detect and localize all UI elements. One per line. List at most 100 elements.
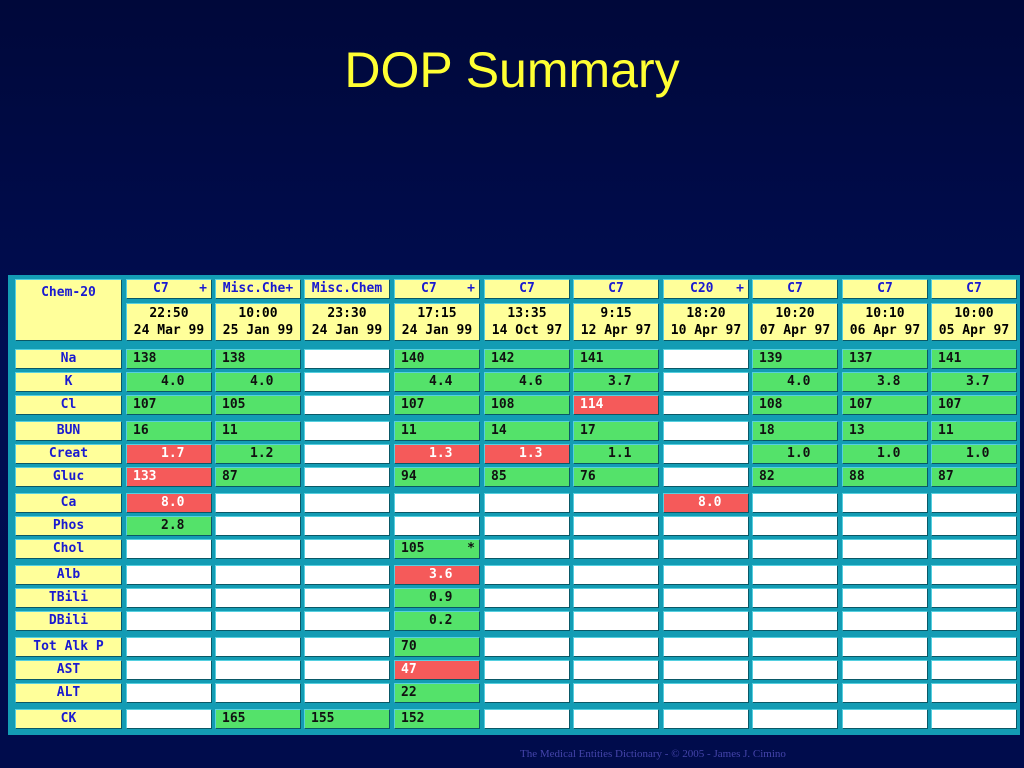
test-label-chol[interactable]: Chol	[15, 539, 122, 559]
result-cell-normal[interactable]: 4.0	[752, 372, 838, 392]
test-label-tbili[interactable]: TBili	[15, 588, 122, 608]
test-label-gluc[interactable]: Gluc	[15, 467, 122, 487]
test-label-ast[interactable]: AST	[15, 660, 122, 680]
test-label-na[interactable]: Na	[15, 349, 122, 369]
result-cell-normal[interactable]: 141	[931, 349, 1017, 369]
result-cell-normal[interactable]: 0.9	[394, 588, 480, 608]
result-cell-normal[interactable]: 2.8	[126, 516, 212, 536]
column-header-name[interactable]: C20 +	[663, 279, 749, 299]
column-header-name[interactable]: C7	[931, 279, 1017, 299]
expand-plus-icon[interactable]: +	[199, 281, 207, 296]
result-cell-normal[interactable]: 107	[842, 395, 928, 415]
result-cell-normal[interactable]: 17	[573, 421, 659, 441]
result-cell-normal[interactable]: 4.0	[215, 372, 301, 392]
result-cell-normal[interactable]: 4.6	[484, 372, 570, 392]
result-cell-normal[interactable]: 87	[215, 467, 301, 487]
column-time: 10:00	[954, 306, 994, 321]
test-label-ca[interactable]: Ca	[15, 493, 122, 513]
result-cell-normal[interactable]: 139	[752, 349, 838, 369]
result-cell-abnormal[interactable]: 114	[573, 395, 659, 415]
result-cell-normal[interactable]: 105 *	[394, 539, 480, 559]
result-cell-normal[interactable]: 107	[394, 395, 480, 415]
result-cell-abnormal[interactable]: 1.3	[394, 444, 480, 464]
result-cell-empty	[215, 539, 301, 559]
result-cell-normal[interactable]: 82	[752, 467, 838, 487]
result-cell-normal[interactable]: 3.7	[931, 372, 1017, 392]
result-cell-normal[interactable]: 138	[215, 349, 301, 369]
result-cell-normal[interactable]: 108	[484, 395, 570, 415]
result-cell-normal[interactable]: 1.0	[931, 444, 1017, 464]
result-cell-normal[interactable]: 137	[842, 349, 928, 369]
result-cell-normal[interactable]: 140	[394, 349, 480, 369]
column-header-name[interactable]: C7	[573, 279, 659, 299]
result-cell-empty	[842, 516, 928, 536]
result-cell-normal[interactable]: 22	[394, 683, 480, 703]
test-label-tot-alk-p[interactable]: Tot Alk P	[15, 637, 122, 657]
result-cell-normal[interactable]: 14	[484, 421, 570, 441]
result-cell-normal[interactable]: 107	[931, 395, 1017, 415]
result-cell-abnormal[interactable]: 47	[394, 660, 480, 680]
result-cell-normal[interactable]: 1.2	[215, 444, 301, 464]
result-cell-normal[interactable]: 105	[215, 395, 301, 415]
result-cell-normal[interactable]: 107	[126, 395, 212, 415]
result-cell-normal[interactable]: 11	[394, 421, 480, 441]
result-cell-normal[interactable]: 94	[394, 467, 480, 487]
result-cell-empty	[663, 467, 749, 487]
column-name-text: Misc.Che+	[222, 281, 294, 296]
test-label-k[interactable]: K	[15, 372, 122, 392]
result-cell-abnormal[interactable]: 8.0	[663, 493, 749, 513]
comment-flag-icon[interactable]: *	[467, 541, 475, 556]
result-cell-normal[interactable]: 70	[394, 637, 480, 657]
result-cell-normal[interactable]: 18	[752, 421, 838, 441]
column-header-datetime: 9:15 12 Apr 97	[573, 303, 659, 341]
test-label-alb[interactable]: Alb	[15, 565, 122, 585]
result-cell-normal[interactable]: 141	[573, 349, 659, 369]
column-header-name[interactable]: C7	[484, 279, 570, 299]
result-cell-empty	[842, 588, 928, 608]
result-cell-normal[interactable]: 108	[752, 395, 838, 415]
test-label-phos[interactable]: Phos	[15, 516, 122, 536]
column-header-name[interactable]: C7 +	[126, 279, 212, 299]
result-cell-normal[interactable]: 165	[215, 709, 301, 729]
result-cell-normal[interactable]: 138	[126, 349, 212, 369]
column-time: 22:50	[149, 306, 189, 321]
test-label-bun[interactable]: BUN	[15, 421, 122, 441]
result-cell-normal[interactable]: 152	[394, 709, 480, 729]
result-cell-normal[interactable]: 4.0	[126, 372, 212, 392]
result-cell-abnormal[interactable]: 1.7	[126, 444, 212, 464]
result-cell-normal[interactable]: 4.4	[394, 372, 480, 392]
column-header-name[interactable]: Misc.Che+	[215, 279, 301, 299]
expand-plus-icon[interactable]: +	[467, 281, 475, 296]
test-label-alt[interactable]: ALT	[15, 683, 122, 703]
test-label-dbili[interactable]: DBili	[15, 611, 122, 631]
test-label-creat[interactable]: Creat	[15, 444, 122, 464]
test-label-cl[interactable]: Cl	[15, 395, 122, 415]
result-cell-normal[interactable]: 13	[842, 421, 928, 441]
result-cell-normal[interactable]: 76	[573, 467, 659, 487]
result-cell-abnormal[interactable]: 133	[126, 467, 212, 487]
result-cell-normal[interactable]: 11	[931, 421, 1017, 441]
column-header-name[interactable]: C7	[752, 279, 838, 299]
result-cell-abnormal[interactable]: 1.3	[484, 444, 570, 464]
test-label-ck[interactable]: CK	[15, 709, 122, 729]
result-cell-normal[interactable]: 1.0	[842, 444, 928, 464]
result-cell-normal[interactable]: 85	[484, 467, 570, 487]
column-header-name[interactable]: Misc.Chem	[304, 279, 390, 299]
result-cell-normal[interactable]: 0.2	[394, 611, 480, 631]
result-cell-normal[interactable]: 1.1	[573, 444, 659, 464]
result-cell-normal[interactable]: 16	[126, 421, 212, 441]
result-cell-normal[interactable]: 3.7	[573, 372, 659, 392]
result-cell-normal[interactable]: 155	[304, 709, 390, 729]
result-cell-normal[interactable]: 142	[484, 349, 570, 369]
result-cell-normal[interactable]: 88	[842, 467, 928, 487]
result-cell-normal[interactable]: 11	[215, 421, 301, 441]
result-cell-normal[interactable]: 87	[931, 467, 1017, 487]
result-value: 1.1	[608, 446, 632, 461]
result-cell-abnormal[interactable]: 3.6	[394, 565, 480, 585]
expand-plus-icon[interactable]: +	[736, 281, 744, 296]
result-cell-normal[interactable]: 1.0	[752, 444, 838, 464]
result-cell-abnormal[interactable]: 8.0	[126, 493, 212, 513]
result-cell-normal[interactable]: 3.8	[842, 372, 928, 392]
column-header-name[interactable]: C7	[842, 279, 928, 299]
column-header-name[interactable]: C7 +	[394, 279, 480, 299]
